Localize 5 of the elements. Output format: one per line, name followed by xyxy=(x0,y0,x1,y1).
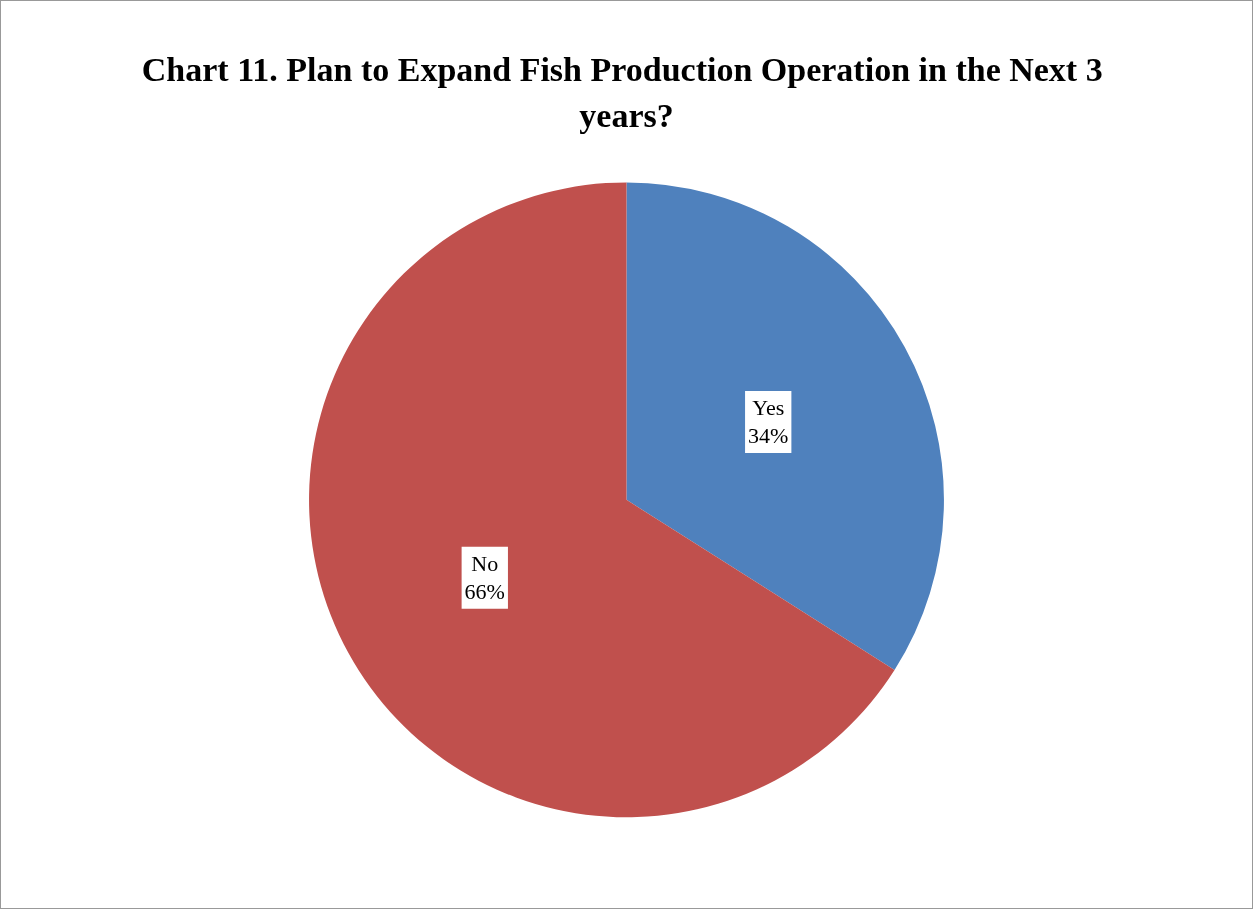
slice-label: No xyxy=(471,551,499,577)
data-label: 34% xyxy=(748,423,789,449)
chart-title: Chart 11. Plan to Expand Fish Production Operation in the Next 3 years? xyxy=(141,50,1112,134)
data-label: 66% xyxy=(464,579,505,605)
slice-label: Yes xyxy=(752,395,785,421)
